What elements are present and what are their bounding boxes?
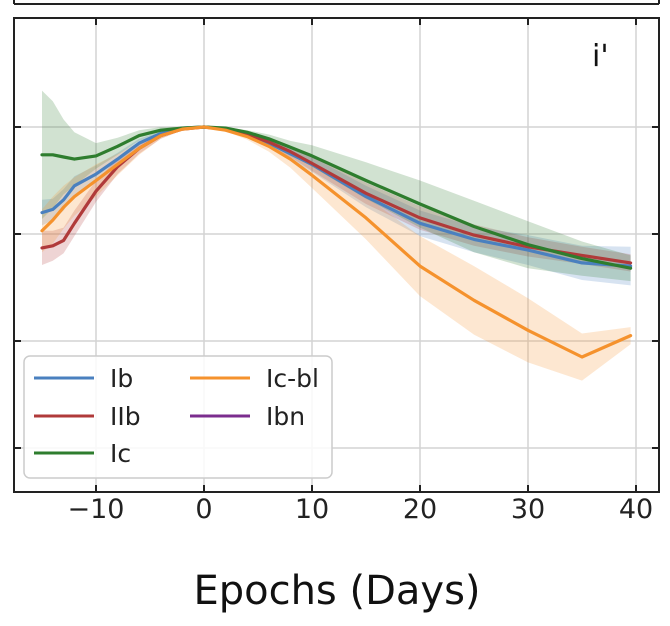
legend: Ib IIb Ic Ic-bl Ibn — [23, 355, 333, 479]
x-tick-label: −10 — [68, 494, 125, 525]
legend-label: IIb — [110, 402, 141, 431]
x-tick-labels: −10 0 10 20 30 40 — [68, 494, 654, 525]
legend-box — [23, 355, 333, 479]
axis-ticks — [14, 18, 659, 492]
uncertainty-bands — [42, 90, 631, 381]
x-tick-label: 10 — [295, 494, 329, 525]
x-axis-title: Epochs (Days) — [193, 568, 480, 614]
legend-label: Ic-bl — [266, 364, 319, 393]
series-lines — [40, 125, 633, 359]
legend-entry-ic[interactable]: Ic — [34, 439, 131, 468]
panel-label: i' — [592, 39, 609, 74]
x-tick-label: 20 — [403, 494, 437, 525]
x-tick-label: 0 — [195, 494, 212, 525]
upper-panel-strip — [13, 0, 660, 5]
band-ic-bl — [42, 127, 631, 381]
band-iib — [42, 127, 631, 272]
line-ic-bl — [40, 125, 633, 359]
legend-entry-ib[interactable]: Ib — [34, 364, 133, 393]
line-ic — [40, 125, 633, 270]
x-tick-label: 30 — [511, 494, 545, 525]
legend-label: Ic — [110, 439, 131, 468]
legend-entry-ic-bl[interactable]: Ic-bl — [190, 364, 319, 393]
legend-label: Ib — [110, 364, 133, 393]
plot-frame — [13, 17, 660, 493]
legend-entry-iib[interactable]: IIb — [34, 402, 141, 431]
band-ic — [42, 90, 631, 282]
legend-entry-ibn[interactable]: Ibn — [190, 402, 305, 431]
grid — [14, 18, 659, 492]
x-tick-label: 40 — [619, 494, 653, 525]
legend-label: Ibn — [266, 402, 305, 431]
band-ib — [42, 127, 631, 286]
